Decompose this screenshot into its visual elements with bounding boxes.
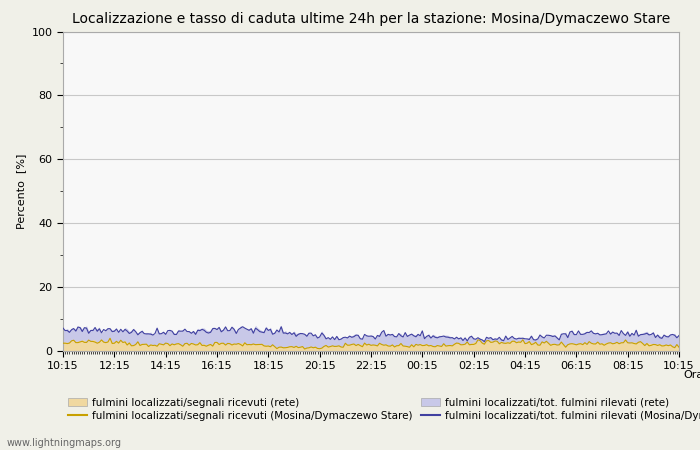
Legend: fulmini localizzati/segnali ricevuti (rete), fulmini localizzati/segnali ricevut: fulmini localizzati/segnali ricevuti (re… xyxy=(68,398,700,421)
Text: Orario: Orario xyxy=(683,370,700,380)
Y-axis label: Percento  [%]: Percento [%] xyxy=(16,153,26,229)
Title: Localizzazione e tasso di caduta ultime 24h per la stazione: Mosina/Dymaczewo St: Localizzazione e tasso di caduta ultime … xyxy=(72,12,670,26)
Text: www.lightningmaps.org: www.lightningmaps.org xyxy=(7,438,122,448)
